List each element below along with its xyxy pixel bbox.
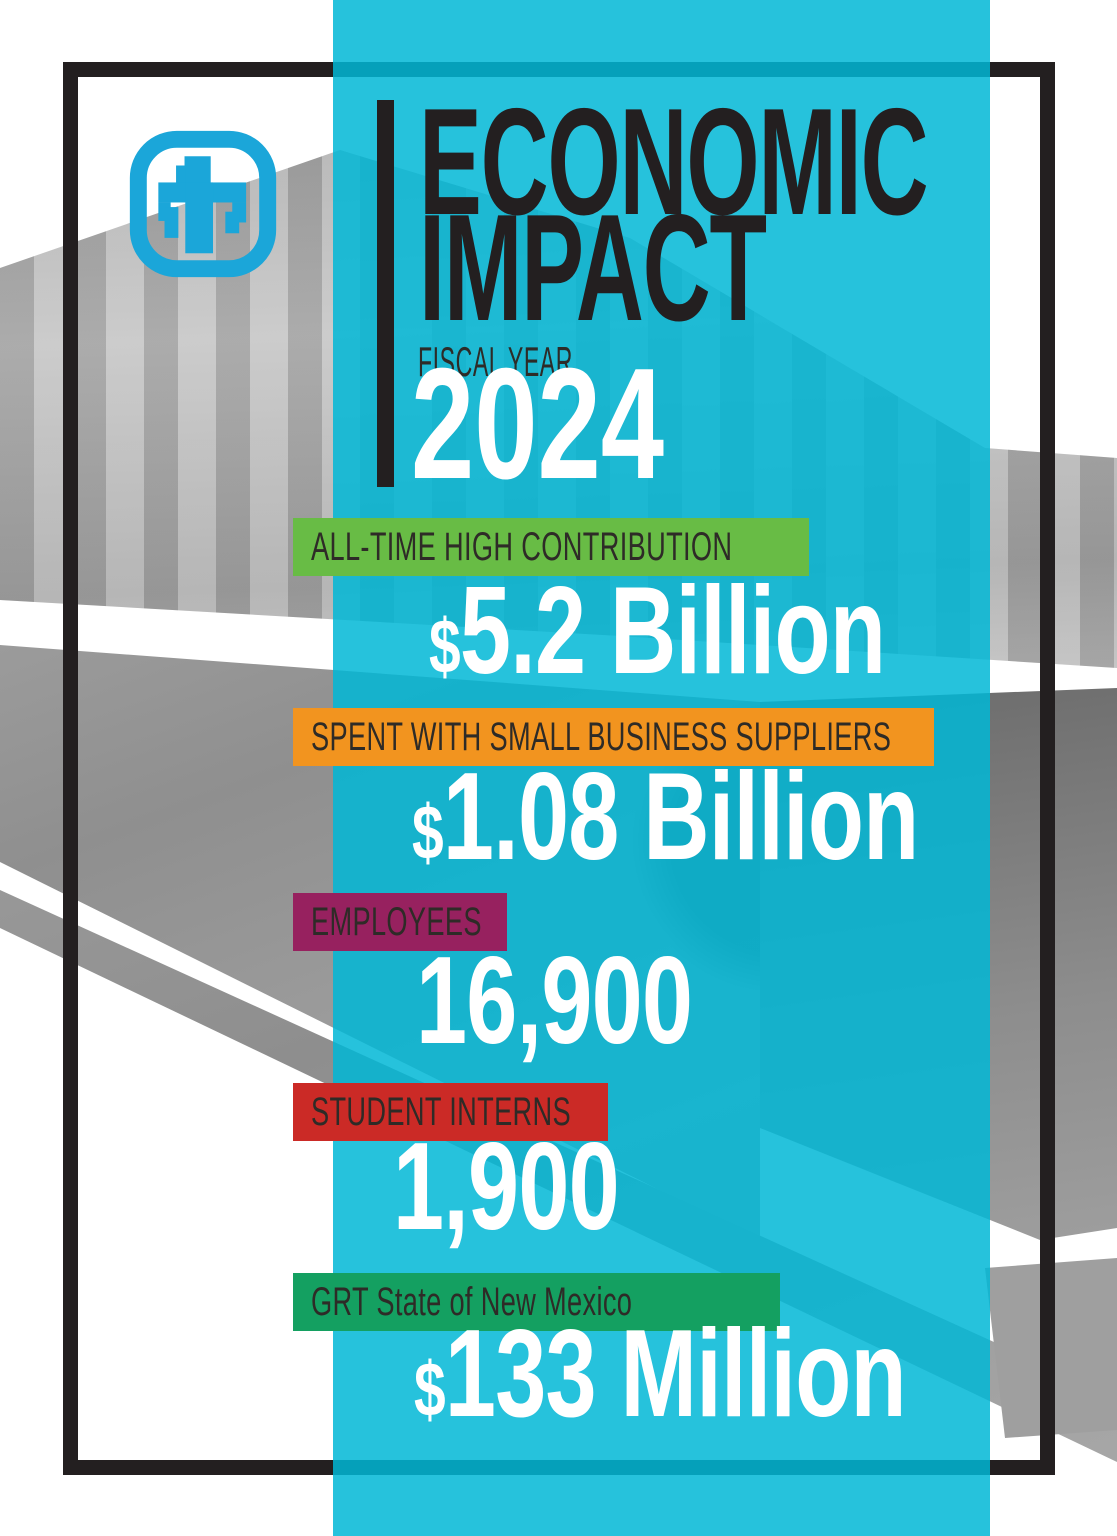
stat-number: 16,900 [416, 932, 693, 1070]
stat-value-contribution: $5.2 Billion [429, 569, 1045, 693]
title-line-2: IMPACT [419, 183, 767, 354]
dollar-sign: $ [412, 790, 444, 876]
stat-value-small-business: $1.08 Billion [412, 755, 1096, 879]
stat-number: 133 Million [444, 1305, 907, 1443]
fiscal-year-value: 2024 [411, 336, 665, 512]
title-vertical-rule [377, 100, 394, 487]
dollar-sign: $ [429, 604, 461, 690]
stat-value-student-interns: 1,900 [393, 1125, 698, 1249]
stat-value-grt-new-mexico: $133 Million [414, 1312, 1079, 1436]
stat-number: 5.2 Billion [459, 562, 886, 700]
poster-title: ECONOMIC IMPACT [419, 86, 1117, 354]
stat-value-employees: 16,900 [416, 939, 789, 1063]
stat-number: 1.08 Billion [442, 748, 919, 886]
dollar-sign: $ [414, 1347, 446, 1433]
stat-number: 1,900 [393, 1118, 620, 1256]
